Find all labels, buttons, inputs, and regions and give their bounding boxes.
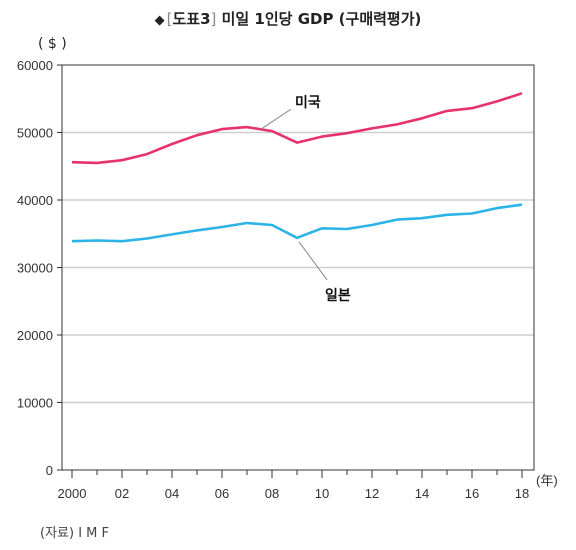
title-text: 미일 1인당 GDP (구매력평가) — [221, 10, 422, 28]
x-tick-label: 14 — [415, 486, 429, 501]
y-tick-label: 60000 — [17, 58, 53, 73]
x-tick-label: 12 — [365, 486, 379, 501]
usa-leader-line — [260, 108, 292, 130]
series-line-0 — [71, 92, 523, 165]
x-tick-labels: 2000 02 04 06 08 10 12 14 16 18 — [58, 486, 530, 501]
diamond-icon: ◆ — [154, 13, 165, 28]
x-tick-label: 02 — [115, 486, 129, 501]
grid-lines — [62, 131, 534, 404]
y-tick-label: 10000 — [17, 396, 53, 411]
y-tick-labels: 0 10000 20000 30000 40000 50000 60000 — [17, 58, 53, 478]
x-tick-label: 18 — [515, 486, 529, 501]
y-tick-label: 20000 — [17, 328, 53, 343]
axes — [57, 64, 535, 478]
x-unit-label: (年) — [536, 473, 558, 488]
x-tick-label: 08 — [265, 486, 279, 501]
bracket-open: [ — [166, 10, 173, 28]
y-tick-label: 50000 — [17, 126, 53, 141]
y-tick-label: 0 — [46, 463, 53, 478]
x-tick-label: 04 — [165, 486, 179, 501]
x-tick-label: 10 — [315, 486, 329, 501]
usa-series-label: 미국 — [295, 95, 321, 111]
y-unit-label: ( $ ) — [38, 36, 67, 52]
bracket-close: ] — [210, 10, 217, 28]
x-tick-label: 2000 — [58, 486, 87, 501]
chart-title: ◆ [도표3] 미일 1인당 GDP (구매력평가) — [0, 8, 576, 29]
series-line-1 — [71, 203, 523, 243]
y-tick-label: 40000 — [17, 193, 53, 208]
x-tick-label: 06 — [215, 486, 229, 501]
japan-leader-line — [298, 241, 328, 281]
japan-series-label: 일본 — [325, 288, 351, 304]
series-lines — [71, 92, 523, 243]
source-note: (자료) I M F — [40, 526, 109, 541]
figure-number: 도표3 — [172, 10, 211, 28]
x-tick-label: 16 — [465, 486, 479, 501]
y-tick-label: 30000 — [17, 261, 53, 276]
